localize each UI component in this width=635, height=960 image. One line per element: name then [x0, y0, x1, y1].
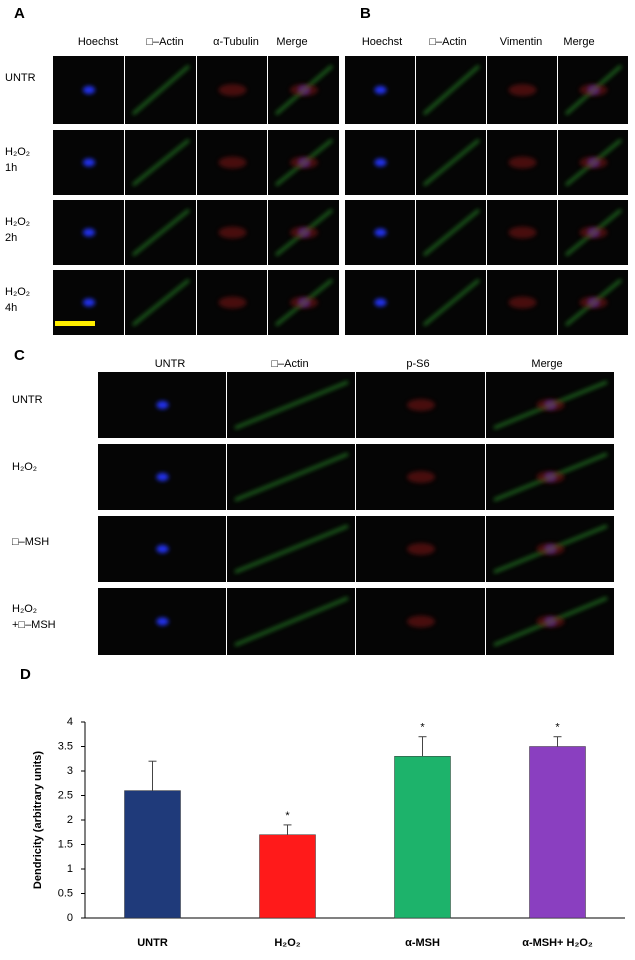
nucleus	[156, 401, 169, 409]
nucleus	[83, 298, 95, 307]
cytoplasm	[218, 296, 247, 309]
cytoplasm	[579, 226, 608, 239]
nucleus	[156, 473, 169, 481]
column-header: Hoechst	[78, 36, 118, 48]
cytoplasm	[579, 84, 608, 96]
y-tick-label: 4	[67, 716, 73, 728]
significance-mark: *	[555, 722, 560, 734]
nucleus	[374, 298, 387, 307]
cytoplasm	[508, 156, 537, 169]
y-axis-label: Dendricity (arbitrary units)	[32, 751, 44, 889]
cytoplasm	[508, 84, 537, 96]
cell-body	[234, 596, 349, 647]
cell-body	[423, 64, 480, 116]
column-header: p-S6	[406, 358, 429, 370]
cytoplasm	[536, 543, 565, 555]
column-header: Merge	[531, 358, 562, 370]
nucleus	[156, 545, 169, 553]
cytoplasm	[508, 296, 537, 309]
column-header: □–Actin	[146, 36, 183, 48]
cell-body	[423, 138, 480, 187]
cytoplasm	[536, 471, 565, 483]
row-label: +□–MSH	[12, 619, 56, 631]
row-label: 2h	[5, 232, 17, 244]
y-tick-label: 3	[67, 765, 73, 777]
row-label: UNTR	[12, 394, 43, 406]
cell-body	[132, 138, 190, 187]
significance-mark: *	[285, 810, 290, 822]
y-tick-label: 1.5	[58, 838, 73, 850]
row-label: 4h	[5, 302, 17, 314]
nucleus	[83, 158, 95, 167]
cell-body	[132, 64, 190, 116]
row-label: H₂O₂	[5, 216, 30, 228]
cytoplasm	[290, 226, 318, 239]
y-tick-label: 2	[67, 814, 73, 826]
panel-label: B	[360, 5, 371, 22]
nucleus	[156, 617, 169, 626]
row-label: H₂O₂	[12, 603, 37, 615]
y-tick-label: 1	[67, 863, 73, 875]
cytoplasm	[407, 399, 435, 411]
cytoplasm	[536, 615, 565, 628]
cytoplasm	[218, 226, 247, 239]
x-tick-label: α-MSH+ H₂O₂	[522, 937, 593, 949]
column-header: α-Tubulin	[213, 36, 259, 48]
row-label: H₂O₂	[5, 286, 30, 298]
cytoplasm	[290, 296, 318, 309]
nucleus	[374, 158, 387, 167]
row-label: □–MSH	[12, 536, 49, 548]
cytoplasm	[407, 543, 435, 555]
bar	[124, 790, 181, 919]
cell-body	[132, 208, 190, 257]
bar	[529, 746, 586, 919]
cytoplasm	[579, 156, 608, 169]
cytoplasm	[218, 156, 247, 169]
row-label: H₂O₂	[5, 146, 30, 158]
cytoplasm	[290, 84, 318, 96]
cell-body	[234, 380, 349, 430]
significance-mark: *	[420, 722, 425, 734]
nucleus	[374, 86, 387, 94]
y-tick-label: 0.5	[58, 887, 73, 899]
x-tick-label: α-MSH	[405, 937, 440, 949]
cell-body	[423, 278, 480, 327]
column-header: Merge	[563, 36, 594, 48]
nucleus	[83, 86, 95, 94]
panel-label: D	[20, 666, 31, 683]
column-header: □–Actin	[271, 358, 308, 370]
cell-body	[234, 452, 349, 502]
cytoplasm	[218, 84, 247, 96]
cell-body	[234, 524, 349, 574]
row-label: UNTR	[5, 72, 36, 84]
panel-label: C	[14, 347, 25, 364]
cytoplasm	[407, 615, 435, 628]
row-label: 1h	[5, 162, 17, 174]
cytoplasm	[579, 296, 608, 309]
cell-body	[423, 208, 480, 257]
cell-body	[132, 278, 190, 327]
x-tick-label: UNTR	[137, 937, 168, 949]
cytoplasm	[290, 156, 318, 169]
row-label: H₂O₂	[12, 461, 37, 473]
cytoplasm	[536, 399, 565, 411]
bar	[259, 834, 316, 919]
scale-bar	[55, 321, 95, 326]
column-header: □–Actin	[429, 36, 466, 48]
nucleus	[83, 228, 95, 237]
column-header: Vimentin	[500, 36, 543, 48]
cytoplasm	[407, 471, 435, 483]
cytoplasm	[508, 226, 537, 239]
column-header: Merge	[276, 36, 307, 48]
y-tick-label: 2.5	[58, 789, 73, 801]
y-tick-label: 0	[67, 912, 73, 924]
nucleus	[374, 228, 387, 237]
x-tick-label: H₂O₂	[274, 937, 300, 949]
bar	[394, 756, 451, 919]
y-tick-label: 3.5	[58, 740, 73, 752]
panel-label: A	[14, 5, 25, 22]
column-header: UNTR	[155, 358, 186, 370]
column-header: Hoechst	[362, 36, 402, 48]
